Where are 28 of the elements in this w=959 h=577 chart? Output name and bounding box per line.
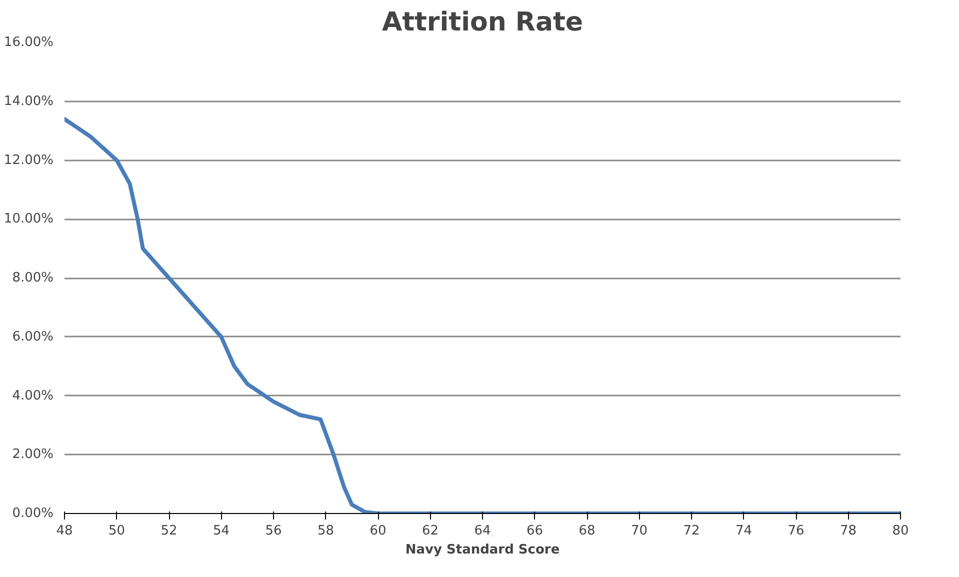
chart-title: Attrition Rate (382, 8, 584, 38)
y-tick-label: 12.00% (4, 152, 54, 168)
x-tick-label: 64 (474, 524, 491, 538)
y-tick-label: 4.00% (12, 388, 54, 404)
x-tick-label: 56 (265, 524, 282, 538)
x-tick-label: 72 (683, 524, 700, 538)
y-tick-label: 2.00% (12, 447, 54, 462)
x-tick-label: 50 (108, 524, 126, 538)
x-tick-label: 54 (212, 524, 230, 538)
x-tick-label: 70 (630, 524, 648, 538)
x-tick-label: 66 (526, 524, 544, 538)
y-tick-label: 16.00% (4, 35, 54, 50)
x-tick-label: 74 (735, 524, 752, 538)
x-tick-label: 80 (892, 524, 909, 538)
x-tick-label: 68 (578, 524, 596, 538)
x-tick-label: 48 (56, 524, 73, 538)
y-tick-label: 6.00% (12, 329, 54, 344)
x-tick-label: 78 (840, 524, 857, 538)
x-tick-label: 60 (370, 524, 386, 538)
y-tick-label: 8.00% (12, 270, 54, 286)
x-tick-label: 76 (788, 524, 804, 538)
y-tick-label: 0.00% (12, 506, 54, 521)
y-tick-label: 14.00% (4, 94, 54, 109)
x-tick-label: 62 (422, 524, 439, 538)
x-tick-label: 58 (317, 524, 334, 538)
x-axis-title: Navy Standard Score (405, 542, 560, 558)
x-tick-label: 52 (160, 524, 178, 538)
y-tick-label: 10.00% (4, 212, 54, 227)
